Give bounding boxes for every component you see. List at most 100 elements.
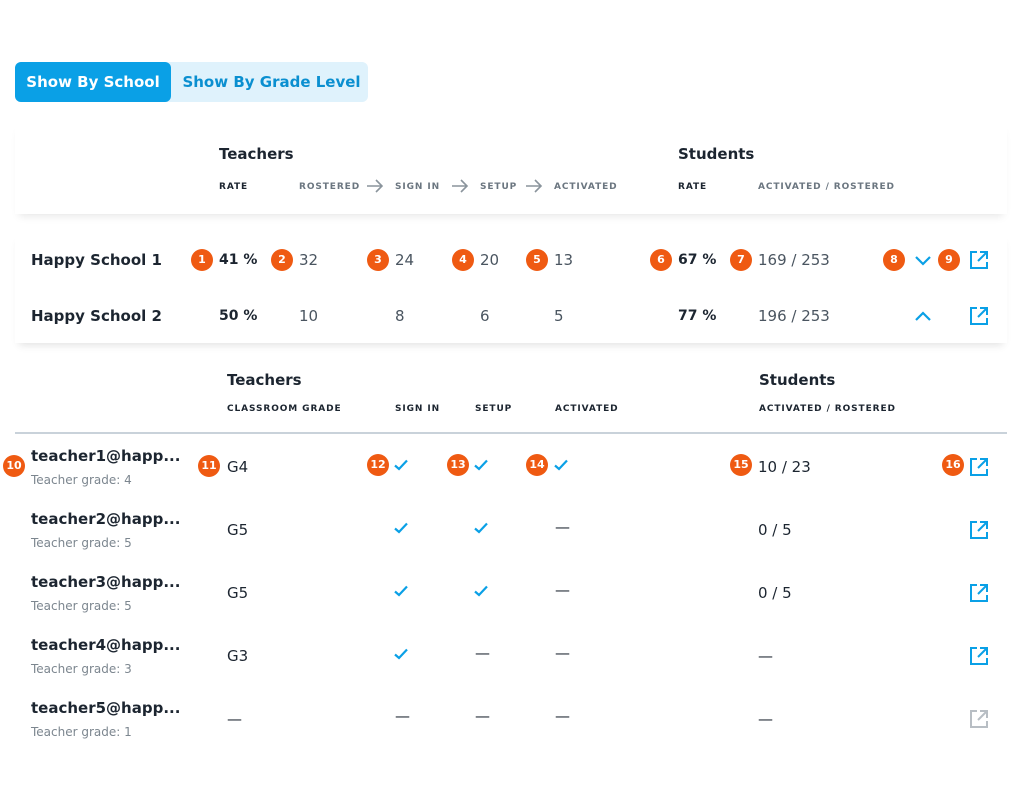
classroom-grade: G4 — [227, 458, 249, 476]
arrow-right-icon — [526, 179, 543, 193]
annotation-badge: 1 — [191, 249, 213, 271]
annotation-badge: 16 — [942, 454, 964, 476]
teacher-grade: Teacher grade: 5 — [31, 599, 132, 613]
col-student-rate: RATE — [678, 182, 708, 192]
arrow-right-icon — [367, 179, 384, 193]
classroom-grade: — — [227, 710, 242, 728]
annotation-badge: 9 — [938, 249, 960, 271]
empty-value: — — [555, 581, 570, 599]
check-icon — [393, 583, 409, 603]
empty-value: — — [555, 644, 570, 662]
activated-count: 5 — [554, 307, 564, 325]
teacher-email: teacher4@happ... — [31, 636, 181, 654]
col-activated: ACTIVATED — [554, 182, 618, 192]
detail-students-heading: Students — [759, 371, 836, 389]
annotation-badge: 3 — [367, 249, 389, 271]
col-activated-rostered: ACTIVATED / ROSTERED — [758, 182, 895, 192]
student-ratio: — — [758, 710, 773, 728]
empty-value: — — [555, 518, 570, 536]
external-link-icon[interactable] — [969, 583, 989, 607]
check-icon — [473, 583, 489, 603]
summary-header — [15, 122, 1007, 214]
annotation-badge: 2 — [271, 249, 293, 271]
check-icon — [473, 520, 489, 540]
teacher-email: teacher3@happ... — [31, 573, 181, 591]
check-icon — [393, 520, 409, 540]
setup-count: 6 — [480, 307, 490, 325]
annotation-badge: 7 — [730, 249, 752, 271]
annotation-badge: 6 — [650, 249, 672, 271]
rostered-count: 32 — [299, 251, 319, 269]
col-activated-rostered: ACTIVATED / ROSTERED — [759, 404, 896, 414]
student-ratio: — — [758, 647, 773, 665]
show-by-school-button[interactable]: Show By School — [15, 62, 171, 102]
student-rate: 77 % — [678, 308, 717, 324]
empty-value: — — [475, 707, 490, 725]
annotation-badge: 10 — [3, 455, 25, 477]
check-icon — [473, 457, 489, 477]
teacher-email: teacher5@happ... — [31, 699, 181, 717]
chevron-up-icon[interactable] — [913, 306, 933, 326]
check-icon — [393, 646, 409, 666]
empty-value: — — [395, 707, 410, 725]
teacher-grade: Teacher grade: 1 — [31, 725, 132, 739]
empty-value: — — [555, 707, 570, 725]
student-ratio: 196 / 253 — [758, 307, 830, 325]
student-ratio: 0 / 5 — [758, 521, 792, 539]
teacher-email: teacher2@happ... — [31, 510, 181, 528]
teacher-rate: 41 % — [219, 252, 258, 268]
external-link-icon[interactable] — [969, 457, 989, 481]
school-rows — [15, 232, 1007, 343]
student-ratio: 10 / 23 — [758, 458, 811, 476]
col-sign-in: SIGN IN — [395, 404, 441, 414]
external-link-icon[interactable] — [969, 250, 989, 270]
external-link-icon[interactable] — [969, 646, 989, 670]
col-classroom-grade: CLASSROOM GRADE — [227, 404, 342, 414]
col-setup: SETUP — [480, 182, 518, 192]
students-heading: Students — [678, 145, 755, 163]
empty-value: — — [475, 644, 490, 662]
check-icon — [393, 457, 409, 477]
classroom-grade: G5 — [227, 521, 249, 539]
teacher-grade: Teacher grade: 5 — [31, 536, 132, 550]
col-rostered: ROSTERED — [299, 182, 361, 192]
sign-in-count: 8 — [395, 307, 405, 325]
classroom-grade: G5 — [227, 584, 249, 602]
student-rate: 67 % — [678, 252, 717, 268]
chevron-down-icon[interactable] — [913, 250, 933, 270]
school-name: Happy School 1 — [31, 251, 162, 269]
col-sign-in: SIGN IN — [395, 182, 441, 192]
teacher-rate: 50 % — [219, 308, 258, 324]
sign-in-count: 24 — [395, 251, 415, 269]
view-toggle: Show By School Show By Grade Level — [15, 62, 368, 102]
classroom-grade: G3 — [227, 647, 249, 665]
rostered-count: 10 — [299, 307, 319, 325]
annotation-badge: 13 — [447, 454, 469, 476]
teacher-grade: Teacher grade: 4 — [31, 473, 132, 487]
teachers-heading: Teachers — [219, 145, 294, 163]
col-rate: RATE — [219, 182, 249, 192]
student-ratio: 0 / 5 — [758, 584, 792, 602]
annotation-badge: 12 — [367, 454, 389, 476]
setup-count: 20 — [480, 251, 500, 269]
col-activated: ACTIVATED — [555, 404, 619, 414]
teacher-email: teacher1@happ... — [31, 447, 181, 465]
annotation-badge: 15 — [730, 454, 752, 476]
activated-count: 13 — [554, 251, 574, 269]
annotation-badge: 8 — [883, 249, 905, 271]
annotation-badge: 14 — [526, 454, 548, 476]
detail-teachers-heading: Teachers — [227, 371, 302, 389]
annotation-badge: 5 — [526, 249, 548, 271]
external-link-icon[interactable] — [969, 520, 989, 544]
external-link-icon — [969, 709, 989, 733]
show-by-grade-button[interactable]: Show By Grade Level — [182, 73, 361, 91]
teacher-grade: Teacher grade: 3 — [31, 662, 132, 676]
student-ratio: 169 / 253 — [758, 251, 830, 269]
col-setup: SETUP — [475, 404, 513, 414]
check-icon — [553, 457, 569, 477]
annotation-badge: 11 — [198, 455, 220, 477]
divider — [15, 432, 1007, 434]
school-name: Happy School 2 — [31, 307, 162, 325]
arrow-right-icon — [452, 179, 469, 193]
external-link-icon[interactable] — [969, 306, 989, 326]
